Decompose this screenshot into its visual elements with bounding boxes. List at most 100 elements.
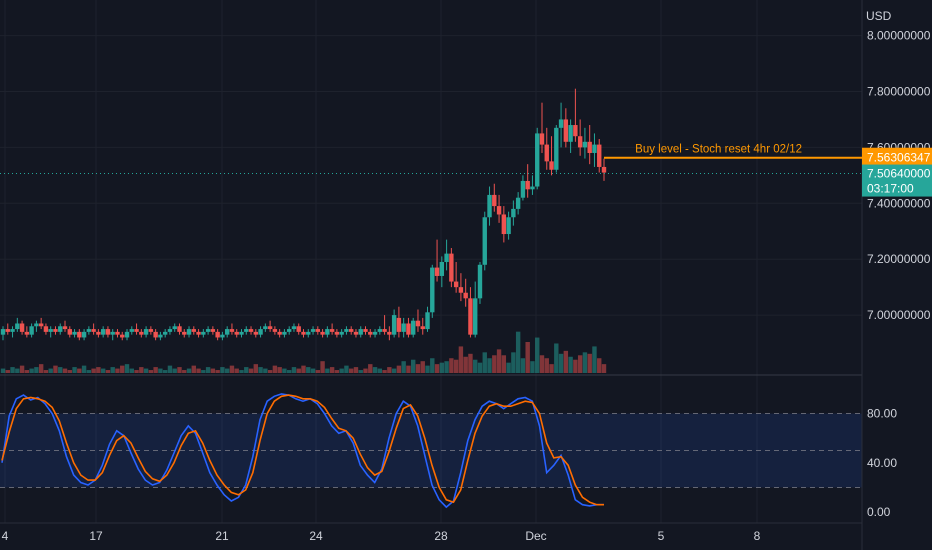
candle[interactable] xyxy=(267,320,273,332)
candle[interactable] xyxy=(158,331,163,341)
candle[interactable] xyxy=(468,287,473,338)
candle[interactable] xyxy=(115,329,120,338)
candle[interactable] xyxy=(554,125,559,173)
candle[interactable] xyxy=(196,329,201,338)
candle[interactable] xyxy=(53,326,58,335)
candle[interactable] xyxy=(248,326,254,335)
candle[interactable] xyxy=(453,261,459,293)
candle[interactable] xyxy=(172,323,177,332)
candle[interactable] xyxy=(549,136,554,176)
candle[interactable] xyxy=(420,317,425,335)
candle[interactable] xyxy=(411,317,416,338)
candle[interactable] xyxy=(539,102,545,153)
candle[interactable] xyxy=(473,281,478,338)
candle[interactable] xyxy=(100,326,106,338)
candle[interactable] xyxy=(535,127,540,190)
candle[interactable] xyxy=(348,326,354,335)
candle[interactable] xyxy=(339,329,344,338)
candle[interactable] xyxy=(329,323,335,335)
candle[interactable] xyxy=(368,329,373,338)
candle[interactable] xyxy=(201,329,206,338)
candle[interactable] xyxy=(530,175,535,195)
candle[interactable] xyxy=(544,127,549,170)
candle[interactable] xyxy=(601,158,607,181)
candle[interactable] xyxy=(511,200,516,226)
candle[interactable] xyxy=(315,326,321,335)
candle[interactable] xyxy=(234,329,239,338)
candle[interactable] xyxy=(425,306,430,332)
candle[interactable] xyxy=(396,306,402,338)
candle[interactable] xyxy=(344,326,349,335)
candle[interactable] xyxy=(10,326,15,338)
candle[interactable] xyxy=(487,186,492,226)
candle[interactable] xyxy=(334,329,340,338)
candle[interactable] xyxy=(77,329,82,341)
candle[interactable] xyxy=(153,329,158,341)
candle[interactable] xyxy=(67,326,72,338)
candle[interactable] xyxy=(525,164,530,198)
candle[interactable] xyxy=(263,323,268,332)
candle[interactable] xyxy=(143,326,149,338)
candle[interactable] xyxy=(0,326,6,341)
candle[interactable] xyxy=(239,329,244,338)
candle[interactable] xyxy=(391,309,397,338)
candle[interactable] xyxy=(58,323,63,335)
candle[interactable] xyxy=(506,211,511,240)
time-axis[interactable]: 4 17 21 24 28 Dec 5 8 xyxy=(2,529,761,543)
candle[interactable] xyxy=(377,326,383,335)
candle[interactable] xyxy=(434,239,440,282)
candle[interactable] xyxy=(577,119,583,156)
candle[interactable] xyxy=(382,315,387,335)
candle[interactable] xyxy=(558,102,564,148)
candle[interactable] xyxy=(563,108,569,148)
candlesticks[interactable] xyxy=(0,88,607,341)
candle[interactable] xyxy=(520,175,526,201)
candle[interactable] xyxy=(515,192,521,215)
candle[interactable] xyxy=(496,194,502,223)
candle[interactable] xyxy=(568,119,573,153)
candle[interactable] xyxy=(372,329,378,338)
candle[interactable] xyxy=(29,323,34,338)
candle[interactable] xyxy=(186,326,192,338)
candle[interactable] xyxy=(492,183,497,212)
candle[interactable] xyxy=(72,329,77,338)
candle[interactable] xyxy=(597,139,602,173)
candle[interactable] xyxy=(387,326,392,341)
candle[interactable] xyxy=(406,317,411,338)
candle[interactable] xyxy=(215,329,220,341)
candle[interactable] xyxy=(162,329,168,338)
candle[interactable] xyxy=(296,323,301,335)
candle[interactable] xyxy=(124,329,130,341)
candle[interactable] xyxy=(34,320,39,332)
candle[interactable] xyxy=(15,317,20,332)
candle[interactable] xyxy=(129,326,134,335)
candle[interactable] xyxy=(110,329,115,341)
candle[interactable] xyxy=(258,326,263,338)
candle[interactable] xyxy=(358,326,363,338)
candle[interactable] xyxy=(253,329,259,338)
candle[interactable] xyxy=(229,323,235,335)
candle[interactable] xyxy=(177,323,182,335)
candle[interactable] xyxy=(244,326,249,335)
candle[interactable] xyxy=(353,329,359,338)
candle[interactable] xyxy=(444,239,449,271)
candle[interactable] xyxy=(205,326,211,335)
candle[interactable] xyxy=(62,320,68,332)
candle[interactable] xyxy=(120,331,125,341)
candle[interactable] xyxy=(91,323,96,335)
candle[interactable] xyxy=(5,323,10,335)
candle[interactable] xyxy=(224,326,230,338)
candle[interactable] xyxy=(48,326,53,338)
candle[interactable] xyxy=(167,326,173,335)
price-axis[interactable]: 7.000000007.200000007.400000007.60000000… xyxy=(867,29,931,323)
candle[interactable] xyxy=(306,329,311,338)
candle[interactable] xyxy=(325,326,330,338)
candle[interactable] xyxy=(320,329,325,338)
candle[interactable] xyxy=(24,326,30,338)
candle[interactable] xyxy=(282,329,287,338)
candle[interactable] xyxy=(210,326,216,335)
candle[interactable] xyxy=(482,211,487,271)
candle[interactable] xyxy=(458,273,464,302)
candle[interactable] xyxy=(582,127,588,159)
